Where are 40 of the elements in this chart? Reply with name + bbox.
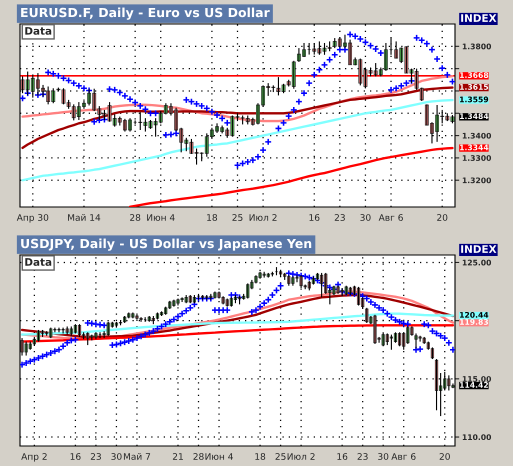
x-tick-label: 25	[276, 453, 286, 460]
line-series	[128, 146, 454, 207]
x-tick-label: 16	[337, 453, 348, 460]
text: INDEX	[461, 14, 496, 22]
line-series	[20, 312, 454, 336]
annotation: Data	[25, 258, 52, 266]
x-tick-label: Июл 2	[288, 453, 315, 460]
x-tick-label: 23	[90, 453, 101, 460]
x-tick-label: 23	[358, 453, 368, 460]
line-series	[21, 86, 454, 150]
x-tick-label: 30	[360, 214, 371, 221]
candlestick	[45, 330, 48, 336]
x-tick-label: Июн 4	[205, 453, 233, 460]
annotation: Data	[25, 27, 52, 35]
x-tick-label: 16	[70, 453, 81, 460]
x-tick-label: 20	[437, 214, 448, 221]
x-tick-label: 28	[130, 214, 140, 221]
x-tick-label: Апр 2	[21, 453, 47, 462]
x-tick-label: Май 7	[124, 452, 150, 460]
text: INDEX	[461, 245, 496, 253]
x-tick-label: 18	[255, 453, 266, 460]
x-tick-label: Авг 6	[378, 214, 403, 221]
line-series	[21, 98, 454, 182]
x-tick-label: Май 14	[68, 214, 100, 221]
chart-title: USDJPY, Daily - US Dollar vs Japanese Yen	[21, 238, 312, 251]
candlestick	[90, 334, 94, 341]
x-tick-label: 30	[111, 453, 122, 460]
x-tick-label: Авг 6	[391, 453, 416, 460]
x-tick-label: 21	[172, 453, 183, 460]
x-tick-label: Апр 30	[16, 214, 48, 223]
x-tick-label: 30	[378, 453, 388, 460]
x-tick-label: 25	[232, 214, 242, 221]
x-tick-label: 16	[310, 214, 320, 221]
x-tick-label: Июл 2	[250, 214, 277, 221]
x-tick-label: 23	[334, 214, 345, 221]
chart-title: EURUSD.F, Daily - Euro vs US Dollar	[21, 8, 270, 20]
x-tick-label: 20	[440, 453, 450, 460]
x-tick-label: 28	[193, 453, 204, 460]
x-tick-label: 18	[207, 214, 218, 221]
x-tick-label: Июн 4	[147, 214, 175, 221]
